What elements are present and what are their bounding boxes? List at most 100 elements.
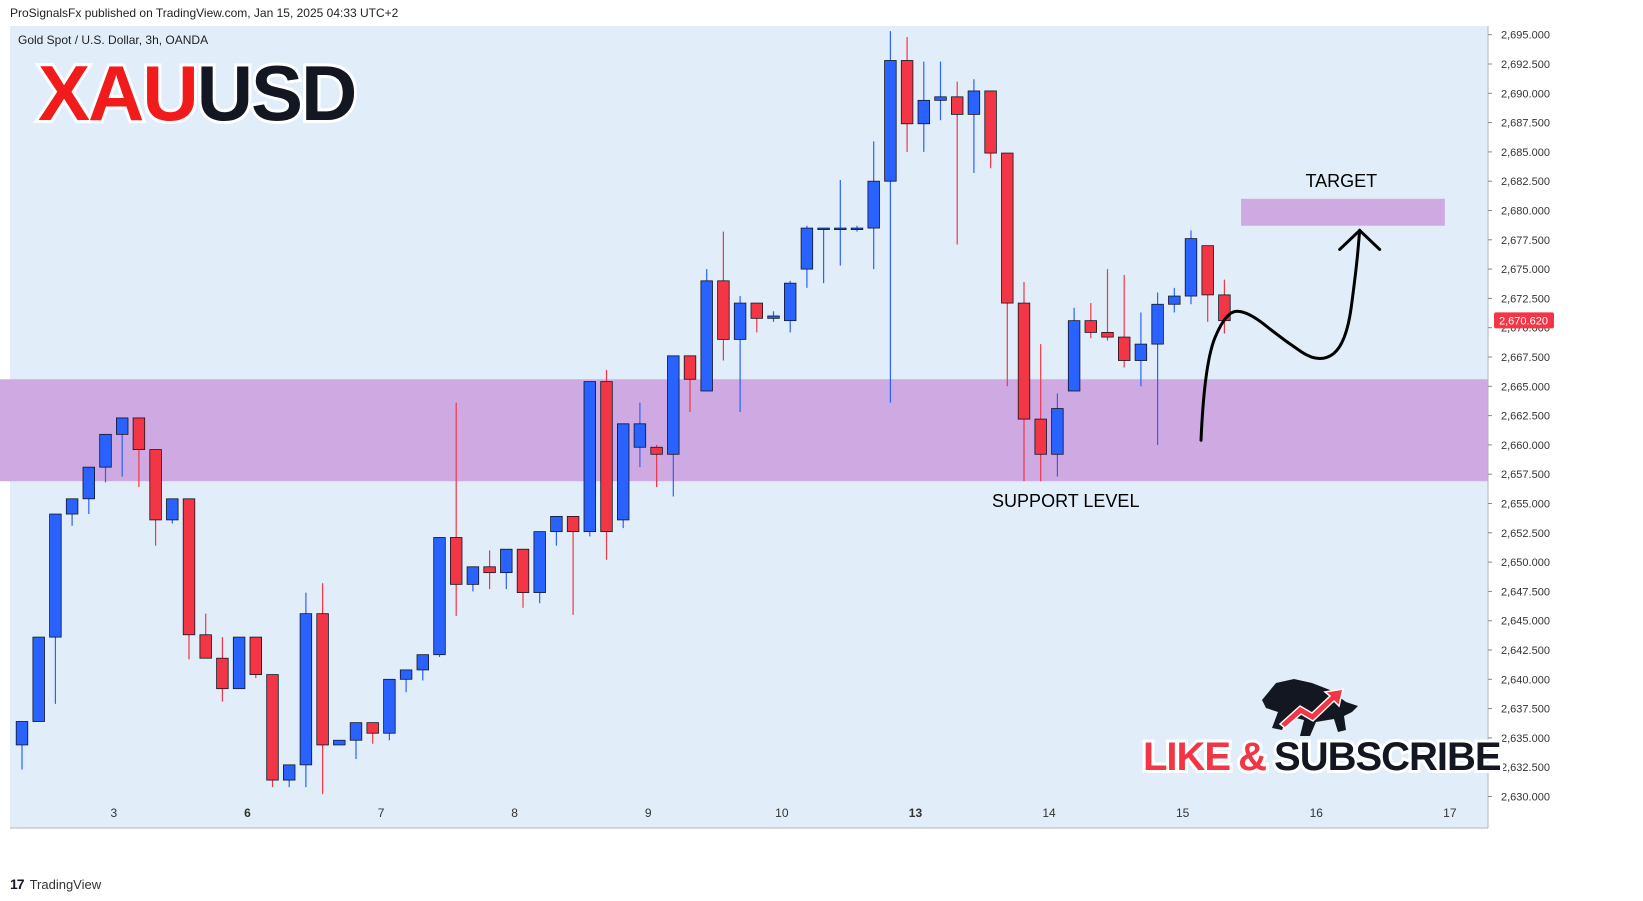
candle bbox=[1001, 152, 1014, 304]
ticker-part-quote: USD bbox=[197, 49, 356, 137]
candle bbox=[884, 60, 897, 182]
time-tick-label: 14 bbox=[1042, 806, 1056, 820]
time-tick-label: 9 bbox=[645, 806, 652, 820]
time-tick-label: 10 bbox=[775, 806, 789, 820]
candle bbox=[1101, 331, 1114, 338]
candle bbox=[182, 498, 196, 636]
candle bbox=[349, 722, 363, 741]
price-tick-label: 2,632.500 bbox=[1501, 762, 1550, 774]
like-subscribe-banner: LIKE & SUBSCRIBE bbox=[1143, 735, 1501, 779]
candle bbox=[1017, 302, 1031, 420]
price-tick-label: 2,657.500 bbox=[1501, 469, 1550, 481]
candle bbox=[984, 90, 997, 154]
price-tick-label: 2,645.000 bbox=[1501, 616, 1550, 628]
candle bbox=[232, 636, 246, 690]
candle bbox=[784, 282, 797, 322]
projection-layer bbox=[1199, 228, 1382, 442]
candle bbox=[416, 654, 430, 671]
candle bbox=[834, 227, 847, 230]
candle bbox=[1118, 336, 1131, 361]
candle bbox=[199, 634, 212, 659]
candle bbox=[700, 280, 713, 392]
candle bbox=[566, 515, 580, 533]
price-tick-label: 2,665.000 bbox=[1501, 381, 1550, 393]
zone-rect-1 bbox=[1241, 198, 1445, 226]
candle bbox=[116, 417, 129, 435]
ticker-part-base: XAU bbox=[38, 49, 197, 137]
candle bbox=[1184, 238, 1198, 297]
published-info: ProSignalsFx published on TradingView.co… bbox=[10, 6, 399, 20]
candle bbox=[216, 657, 229, 690]
candle bbox=[550, 515, 563, 533]
candle bbox=[1051, 408, 1064, 455]
time-tick-label: 13 bbox=[909, 806, 923, 820]
price-axis[interactable]: 2,630.000 2,632.500 2,635.000 2,637.500 2,64… bbox=[1487, 26, 1554, 828]
candle bbox=[333, 739, 346, 746]
candle bbox=[867, 180, 880, 229]
candle bbox=[600, 381, 613, 533]
candle bbox=[316, 613, 329, 746]
zones-layer bbox=[0, 198, 1488, 482]
last-price-tag[interactable] bbox=[1494, 312, 1554, 329]
candle bbox=[516, 548, 530, 593]
price-tick-label: 2,680.000 bbox=[1501, 206, 1550, 218]
candle bbox=[817, 227, 830, 230]
candle bbox=[967, 90, 981, 115]
cta-like: LIKE bbox=[1143, 735, 1230, 779]
candle bbox=[15, 721, 29, 746]
price-tick-label: 2,667.500 bbox=[1501, 352, 1550, 364]
candle bbox=[466, 566, 480, 585]
support-level-label: SUPPORT LEVEL bbox=[992, 491, 1139, 511]
candle bbox=[366, 722, 379, 734]
price-tick-label: 2,687.500 bbox=[1501, 118, 1550, 130]
candle bbox=[32, 636, 45, 722]
candle bbox=[399, 669, 413, 680]
candle bbox=[1151, 303, 1164, 345]
candle bbox=[483, 566, 496, 574]
candle bbox=[617, 423, 630, 521]
price-tick-label: 2,630.000 bbox=[1501, 792, 1550, 804]
price-tick-label: 2,685.000 bbox=[1501, 147, 1550, 159]
candle bbox=[533, 531, 546, 593]
price-tick-label: 2,662.500 bbox=[1501, 411, 1550, 423]
price-tick-label: 2,642.500 bbox=[1501, 645, 1550, 657]
bull-logo bbox=[1262, 679, 1358, 736]
cta-ampersand: & bbox=[1238, 735, 1266, 779]
candle bbox=[249, 636, 263, 676]
price-tick-label: 2,652.500 bbox=[1501, 528, 1550, 540]
candle bbox=[650, 446, 663, 455]
candle bbox=[1034, 418, 1047, 455]
time-axis[interactable]: 3 6 7 8 9 10 13 14 15 16 17 bbox=[10, 806, 1488, 829]
price-tick-label: 2,640.000 bbox=[1501, 674, 1550, 686]
price-tick-label: 2,677.500 bbox=[1501, 235, 1550, 247]
time-tick-label: 17 bbox=[1443, 806, 1457, 820]
candle bbox=[1168, 295, 1181, 305]
candles-layer bbox=[15, 31, 1231, 795]
footer-brand[interactable]: 17 TradingView bbox=[10, 876, 101, 892]
candle bbox=[1067, 320, 1081, 392]
candle bbox=[49, 513, 62, 638]
candle bbox=[583, 381, 597, 533]
zone-rect-0 bbox=[0, 379, 1488, 482]
candle bbox=[166, 498, 179, 521]
tradingview-brand-label: TradingView bbox=[29, 876, 102, 892]
target-label: TARGET bbox=[1305, 171, 1377, 191]
candle bbox=[917, 99, 931, 125]
last-price-value: 2,670.620 bbox=[1499, 315, 1548, 327]
candle bbox=[667, 355, 680, 455]
candle bbox=[266, 674, 279, 781]
price-tick-label: 2,682.500 bbox=[1501, 176, 1550, 188]
candle bbox=[683, 355, 697, 380]
price-tick-label: 2,672.500 bbox=[1501, 293, 1550, 305]
candle bbox=[800, 227, 814, 270]
price-tick-label: 2,650.000 bbox=[1501, 557, 1550, 569]
price-tick-label: 2,635.000 bbox=[1501, 733, 1550, 745]
candle bbox=[132, 417, 146, 450]
bull-logo-arrow-icon bbox=[1278, 688, 1344, 729]
candle bbox=[633, 423, 647, 448]
labels-layer: SUPPORT LEVEL TARGET bbox=[992, 171, 1377, 511]
candle bbox=[149, 449, 162, 521]
price-tick-label: 2,637.500 bbox=[1501, 704, 1550, 716]
projection-curve bbox=[1199, 228, 1362, 442]
